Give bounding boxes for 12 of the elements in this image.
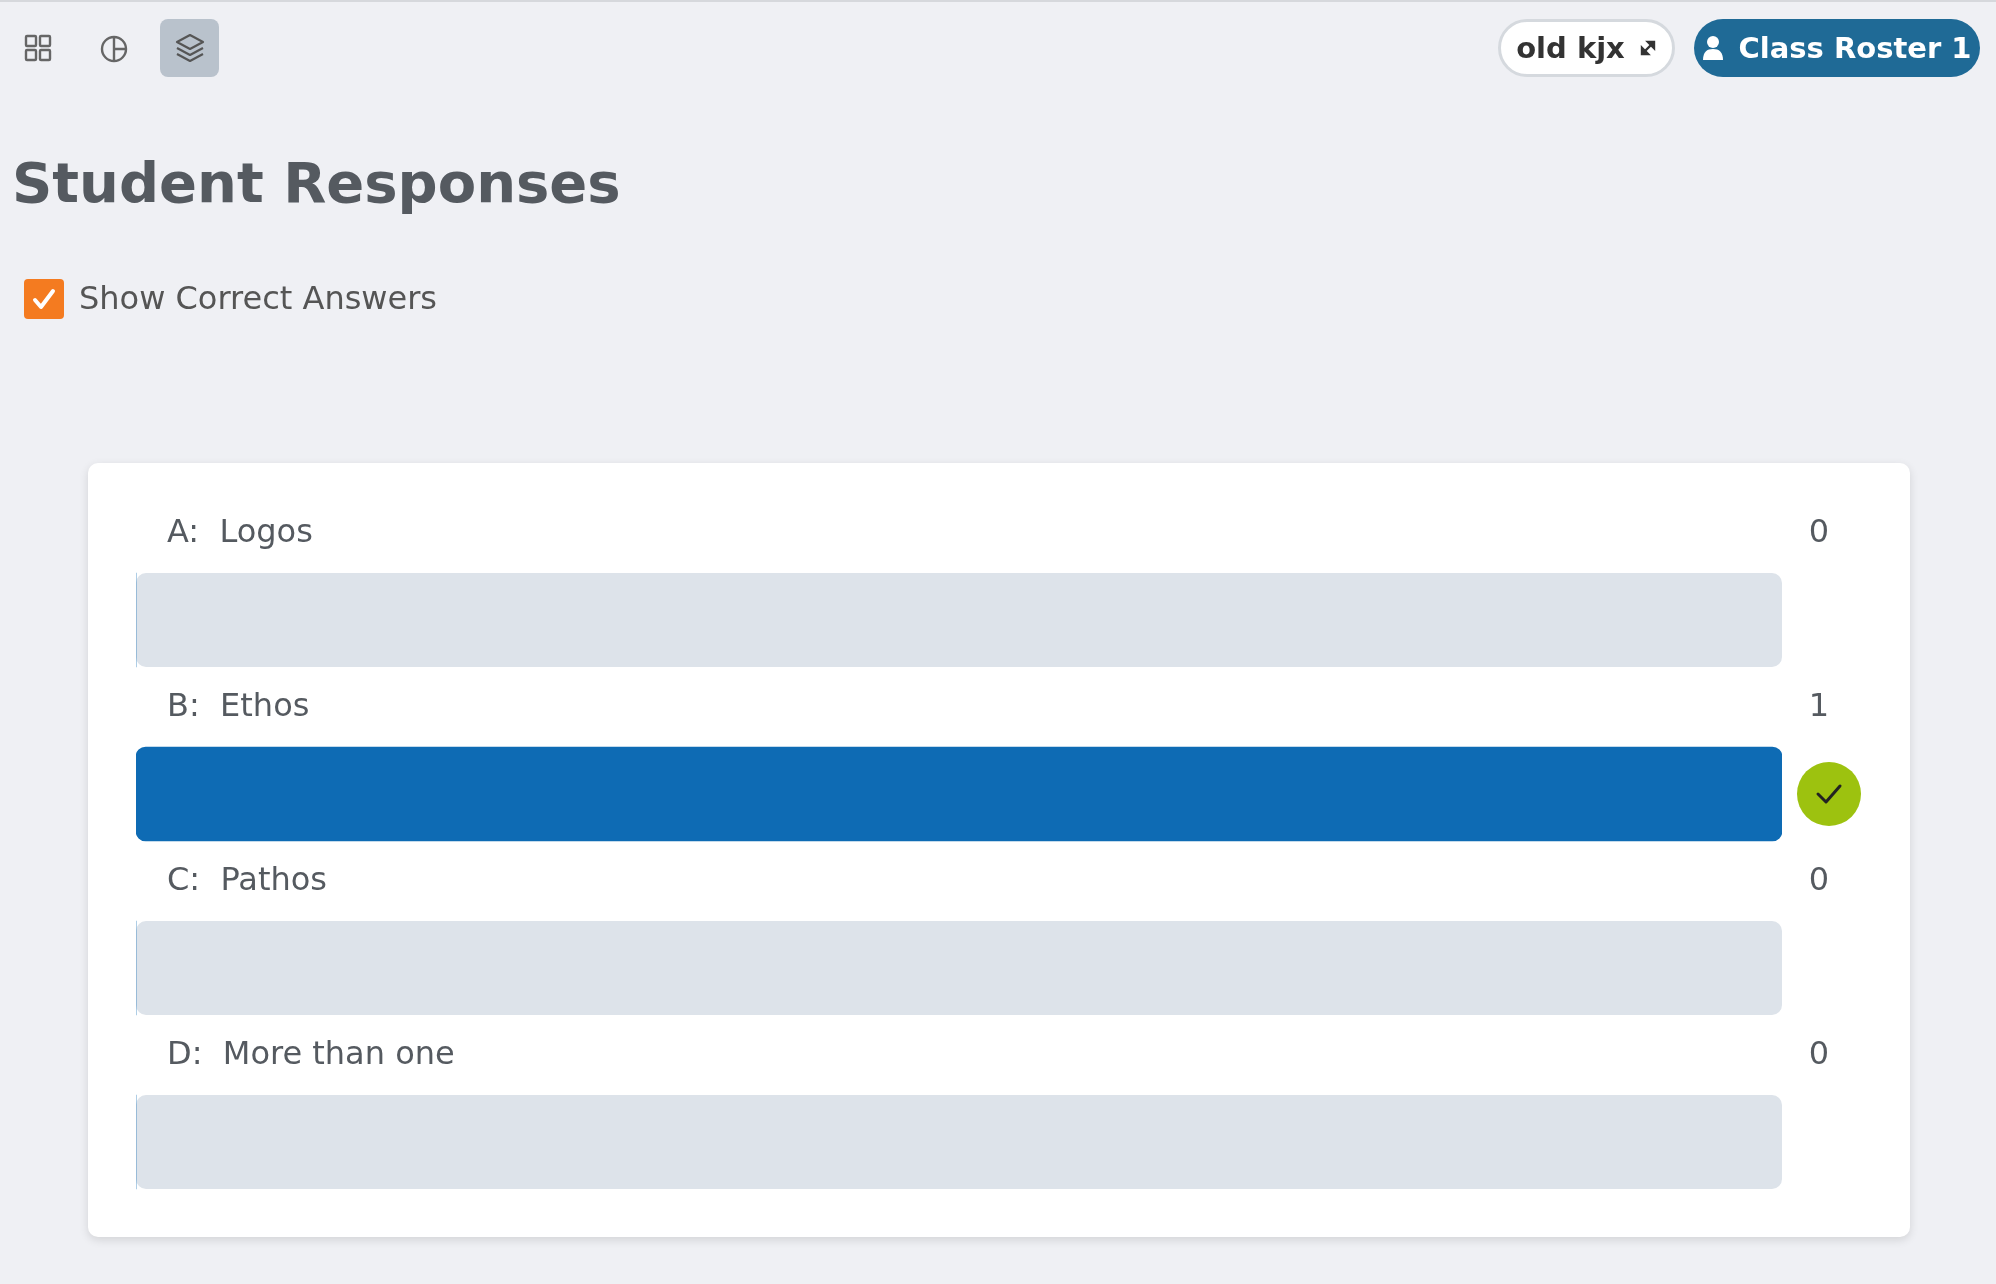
data-label: 1 bbox=[1808, 686, 1829, 725]
text: Class Roster 1 bbox=[1738, 31, 1972, 65]
data-label: 0 bbox=[1808, 860, 1829, 899]
y-tick-label: C: Pathos bbox=[167, 860, 328, 899]
y-tick-label: A: Logos bbox=[167, 512, 313, 551]
y-tick-label: D: More than one bbox=[167, 1034, 455, 1073]
text: old kjx bbox=[1516, 31, 1625, 65]
y-tick-label: B: Ethos bbox=[167, 686, 310, 725]
data-label: 0 bbox=[1808, 512, 1829, 551]
data-label: 0 bbox=[1808, 1034, 1829, 1073]
chart-title: Student Responses bbox=[12, 150, 621, 215]
text: Show Correct Answers bbox=[79, 278, 438, 319]
